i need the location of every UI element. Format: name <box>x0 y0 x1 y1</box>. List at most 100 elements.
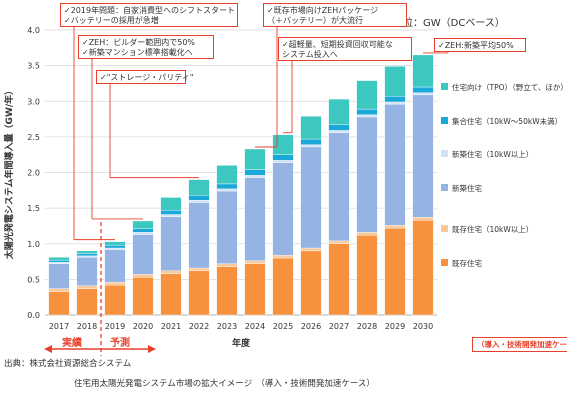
bar-segment <box>104 284 126 316</box>
bar-segment <box>132 220 154 229</box>
bar-segment <box>104 244 126 249</box>
callout-line: ✓新築マンション標準搭載化へ <box>82 48 193 57</box>
bar-segment <box>188 200 210 203</box>
bar-segment <box>412 92 434 96</box>
callout-leader-lines <box>73 27 449 241</box>
legend-label: 集合住宅（10kW～50kW未満） <box>452 116 562 126</box>
y-tick-label: 4.0 <box>27 26 40 35</box>
callout-box: ✓ZEH:新築平均50% <box>434 38 526 52</box>
x-tick-label: 2020 <box>133 322 153 331</box>
bar-segment <box>244 177 266 262</box>
x-tick-label: 2023 <box>217 322 237 331</box>
y-tick-label: 1.0 <box>27 240 40 249</box>
bar-segment <box>356 232 378 236</box>
callout-line: ✓ZEH：ビルダー範囲内で50% <box>82 38 196 47</box>
bar-segment <box>300 116 322 140</box>
bar-segment <box>160 210 182 215</box>
bar-segment <box>356 234 378 316</box>
bar-segment <box>216 165 238 185</box>
case-label: （導入・技術開発加速ケース） <box>472 337 567 352</box>
bar-segment <box>412 54 434 88</box>
bar-segment <box>272 134 294 155</box>
bar-segment <box>412 220 434 316</box>
callout-line: システム投入へ <box>282 50 338 59</box>
y-tick-label: 3.0 <box>27 97 40 106</box>
x-tick-label: 2021 <box>161 322 181 331</box>
legend-label: 新築住宅 <box>452 183 482 193</box>
bar-segment <box>188 270 210 316</box>
bar-segment <box>132 274 154 278</box>
x-tick-label: 2025 <box>273 322 293 331</box>
bar-segment <box>104 282 126 286</box>
bar-segment <box>356 80 378 110</box>
bar-segment <box>300 138 322 145</box>
unit-label: 単位：GW（DCベース） <box>393 18 505 29</box>
y-tick-labels: 0.0 0.5 1.0 1.5 2.0 2.5 3.0 3.5 4.0 <box>27 26 40 320</box>
x-tick-label: 2027 <box>329 322 349 331</box>
legend-label: 既存住宅（10kW以上） <box>452 224 533 234</box>
bar-segment <box>188 195 210 201</box>
source-note: 出典：株式会社資源総合システム <box>4 359 132 369</box>
bar-segment <box>300 247 322 252</box>
legend-swatch <box>441 150 448 157</box>
bar-segment <box>412 86 434 93</box>
bar-segment <box>300 250 322 316</box>
bar-segment <box>76 250 98 254</box>
bar-segment <box>160 197 182 211</box>
bar-segment <box>384 101 406 105</box>
bar-segment <box>188 202 210 269</box>
bar-segment <box>216 266 238 316</box>
x-tick-label: 2024 <box>245 322 265 331</box>
x-axis-label: 年度 <box>232 337 251 349</box>
bar-segment <box>272 162 294 256</box>
phase-forecast-label: 予測 <box>110 338 130 349</box>
y-tick-label: 2.5 <box>27 133 40 142</box>
bar-segment <box>48 288 70 292</box>
callout-box: ✓既存市場向けZEHパッケージ （＋バッテリー）が大流行 <box>263 3 407 27</box>
bar-segment <box>328 98 350 125</box>
legend-swatch <box>441 184 448 191</box>
x-tick-label: 2029 <box>385 322 405 331</box>
bar-segment <box>244 263 266 316</box>
x-tick-labels: 2017 2018 2019 2020 2021 2022 2023 2024 2025 2026… <box>49 322 433 331</box>
legend: 住宅向け（TPO）（野立て、ほか） 集合住宅（10kW～50kW未満） 新築住宅（1… <box>441 82 567 268</box>
bar-segment <box>384 227 406 316</box>
bar-segment <box>272 254 294 259</box>
x-tick-label: 2026 <box>301 322 321 331</box>
bar-segment <box>104 241 126 246</box>
bar-segment <box>132 234 154 275</box>
callout-line: ✓超軽量、短期投資回収可能な <box>282 40 393 49</box>
bar-segment <box>104 249 126 283</box>
bar-segment <box>272 160 294 163</box>
x-tick-label: 2017 <box>49 322 69 331</box>
bar-segment <box>412 217 434 221</box>
bar-segment <box>272 257 294 316</box>
bar-segment <box>160 216 182 272</box>
bar-segment <box>188 267 210 272</box>
bar-segment <box>48 259 70 263</box>
callout-line: ✓既存市場向けZEHパッケージ <box>267 6 379 15</box>
bar-segment <box>244 169 266 176</box>
y-tick-label: 3.5 <box>27 62 40 71</box>
bar-segment <box>76 285 98 289</box>
phase-actual-label: 実績 <box>62 338 82 349</box>
legend-label: 新築住宅（10kW以上） <box>452 149 533 159</box>
bar-segment <box>244 175 266 178</box>
bar-segment <box>384 225 406 229</box>
bar-segment <box>356 116 378 233</box>
bar-segment <box>48 262 70 264</box>
bar-segment <box>216 263 238 267</box>
bar-segment <box>272 154 294 161</box>
x-tick-label: 2022 <box>189 322 209 331</box>
bar-segment <box>328 243 350 316</box>
callout-line: ✓ZEH:新築平均50% <box>438 41 514 50</box>
bar-segment <box>76 253 98 257</box>
y-tick-label: 2.0 <box>27 169 40 178</box>
bar-segment <box>48 263 70 289</box>
callout-box: ✓"ストレージ・パリティ" <box>96 70 193 84</box>
callout-box: ✓超軽量、短期投資回収可能な システム投入へ <box>278 37 412 61</box>
callout-box: ✓ZEH：ビルダー範囲内で50% ✓新築マンション標準搭載化へ <box>78 35 214 59</box>
bar-segment <box>160 270 182 274</box>
bar-segment <box>76 255 98 258</box>
bar-segment <box>384 96 406 103</box>
